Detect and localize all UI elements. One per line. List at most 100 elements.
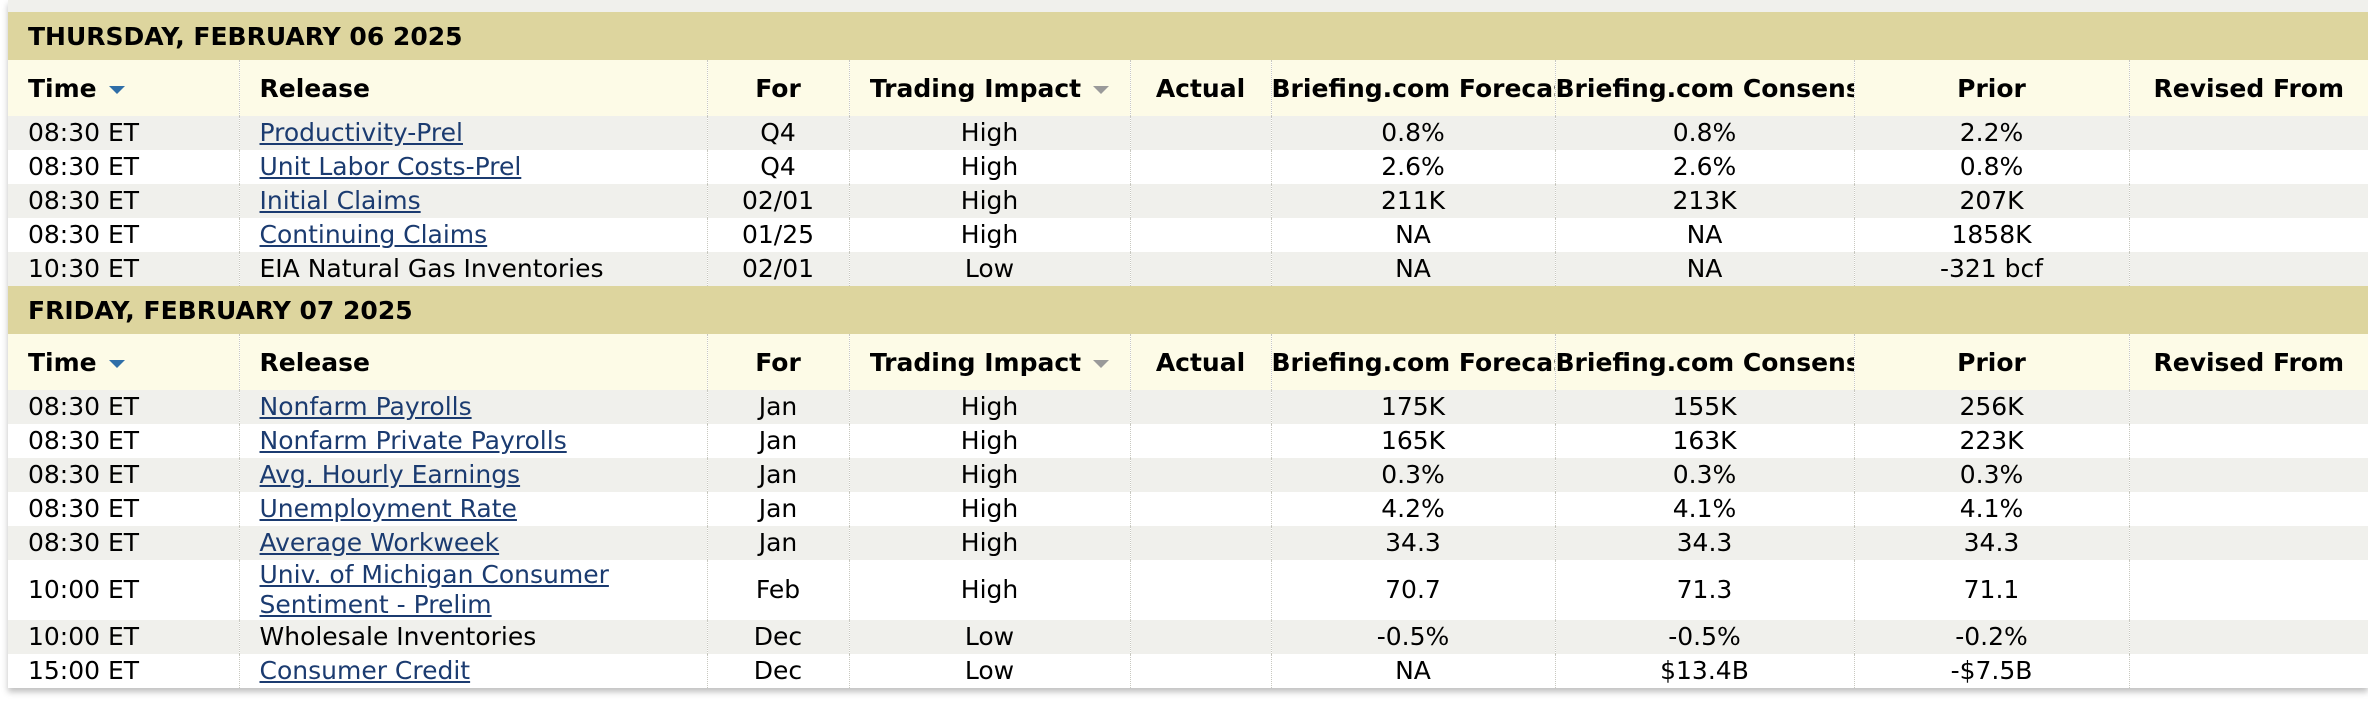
- release-row: 08:30 ET Continuing Claims 01/25 High NA NA 18…: [8, 218, 2368, 252]
- cell: NA: [1270, 218, 1555, 252]
- cell: 10:30 ET: [8, 252, 239, 286]
- release-link[interactable]: Productivity-Prel: [259, 118, 463, 147]
- cell: Low: [848, 620, 1130, 654]
- cell: 0.3%: [1853, 458, 2129, 492]
- cell-text: 223K: [1959, 426, 2024, 455]
- cell: NA: [1270, 654, 1555, 688]
- column-header: Briefing.com Consensus: [1554, 334, 1854, 390]
- cell: 4.2%: [1270, 492, 1555, 526]
- column-header[interactable]: Time: [8, 60, 239, 116]
- release-row: 08:30 ET Unemployment Rate Jan High 4.2% 4.1%…: [8, 492, 2368, 526]
- release-link[interactable]: Average Workweek: [259, 528, 500, 557]
- column-header: Briefing.com Forecast: [1270, 334, 1555, 390]
- cell-text: Q4: [760, 152, 796, 181]
- cell: [2128, 252, 2368, 286]
- release-link[interactable]: Unit Labor Costs-Prel: [259, 152, 522, 181]
- cell: [1129, 526, 1271, 560]
- cell-text: EIA Natural Gas Inventories: [259, 254, 604, 283]
- cell: [1129, 654, 1271, 688]
- cell: [2128, 526, 2368, 560]
- cell: Consumer Credit: [238, 654, 707, 688]
- column-header[interactable]: Trading Impact: [848, 334, 1130, 390]
- column-header-text: Release: [259, 73, 370, 103]
- cell: High: [848, 218, 1130, 252]
- release-link[interactable]: Consumer Credit: [259, 656, 471, 685]
- cell: [1129, 458, 1271, 492]
- sort-arrow[interactable]: [108, 85, 125, 94]
- sort-arrow[interactable]: [108, 359, 125, 368]
- cell: Dec: [706, 654, 849, 688]
- cell-text: 34.3: [1963, 528, 2020, 557]
- column-header: Briefing.com Forecast: [1270, 60, 1555, 116]
- cell-text: -0.5%: [1668, 622, 1741, 651]
- cell: Feb: [706, 560, 849, 620]
- cell-text: 165K: [1380, 426, 1446, 455]
- cell: Productivity-Prel: [238, 116, 707, 150]
- release-link[interactable]: Continuing Claims: [259, 220, 488, 249]
- cell-text: 08:30 ET: [28, 118, 140, 147]
- cell: NA: [1554, 218, 1854, 252]
- cell-text: 163K: [1672, 426, 1737, 455]
- column-header: Prior: [1853, 60, 2129, 116]
- release-link[interactable]: Unemployment Rate: [259, 494, 517, 523]
- cell: 08:30 ET: [8, 390, 239, 424]
- column-header[interactable]: Trading Impact: [848, 60, 1130, 116]
- cell-text: Jan: [758, 426, 798, 455]
- release-row: 15:00 ET Consumer Credit Dec Low NA $13.4B -$7…: [8, 654, 2368, 688]
- cell-text: 175K: [1380, 392, 1446, 421]
- cell: High: [848, 390, 1130, 424]
- calendar: THURSDAY, FEBRUARY 06 2025 Time Release For…: [8, 0, 2368, 688]
- cell: 213K: [1554, 184, 1854, 218]
- cell-text: High: [960, 575, 1019, 604]
- cell: Continuing Claims: [238, 218, 707, 252]
- cell: [1129, 252, 1271, 286]
- cell: [2128, 218, 2368, 252]
- cell: 08:30 ET: [8, 526, 239, 560]
- cell-text: Jan: [758, 460, 798, 489]
- cell-text: Dec: [753, 656, 803, 685]
- cell-text: 0.8%: [1959, 152, 2024, 181]
- cell-text: 155K: [1672, 392, 1737, 421]
- column-header: Briefing.com Consensus: [1554, 60, 1854, 116]
- cell: 211K: [1270, 184, 1555, 218]
- cell-text: 08:30 ET: [28, 460, 140, 489]
- release-link[interactable]: Initial Claims: [259, 186, 421, 215]
- release-link[interactable]: Avg. Hourly Earnings: [259, 460, 521, 489]
- cell: 207K: [1853, 184, 2129, 218]
- cell-text: 213K: [1672, 186, 1737, 215]
- cell: [2128, 620, 2368, 654]
- column-header: For: [706, 60, 849, 116]
- release-link[interactable]: Nonfarm Payrolls: [259, 392, 472, 421]
- cell-text: Jan: [758, 528, 798, 557]
- day-title: THURSDAY, FEBRUARY 06 2025: [8, 12, 2368, 60]
- release-row: 08:30 ET Initial Claims 02/01 High 211K 213K 2…: [8, 184, 2368, 218]
- cell-text: 10:00 ET: [28, 575, 140, 604]
- cell-text: 71.1: [1963, 575, 2020, 604]
- cell: 1858K: [1853, 218, 2129, 252]
- cell-text: 34.3: [1385, 528, 1441, 557]
- cell: 2.6%: [1554, 150, 1854, 184]
- cell: [1129, 620, 1271, 654]
- cell-text: 08:30 ET: [28, 392, 140, 421]
- cell: 15:00 ET: [8, 654, 239, 688]
- cell-text: 4.2%: [1381, 494, 1445, 523]
- cell-text: 10:30 ET: [28, 254, 140, 283]
- column-header[interactable]: Time: [8, 334, 239, 390]
- cell: Wholesale Inventories: [238, 620, 707, 654]
- cell: Unemployment Rate: [238, 492, 707, 526]
- cell: [1129, 116, 1271, 150]
- cell: -$7.5B: [1853, 654, 2129, 688]
- cell: 0.8%: [1554, 116, 1854, 150]
- cell-text: Q4: [760, 118, 796, 147]
- release-link[interactable]: Nonfarm Private Payrolls: [259, 426, 567, 455]
- cell: 175K: [1270, 390, 1555, 424]
- cell-text: High: [960, 186, 1019, 215]
- sort-arrow[interactable]: [1093, 359, 1110, 368]
- cell: 08:30 ET: [8, 218, 239, 252]
- cell: 10:00 ET: [8, 560, 239, 620]
- sort-arrow[interactable]: [1093, 85, 1110, 94]
- release-link[interactable]: Univ. of Michigan Consumer Sentiment - P…: [259, 560, 609, 619]
- cell: 34.3: [1853, 526, 2129, 560]
- cell: 223K: [1853, 424, 2129, 458]
- cell-text: 70.7: [1385, 575, 1441, 604]
